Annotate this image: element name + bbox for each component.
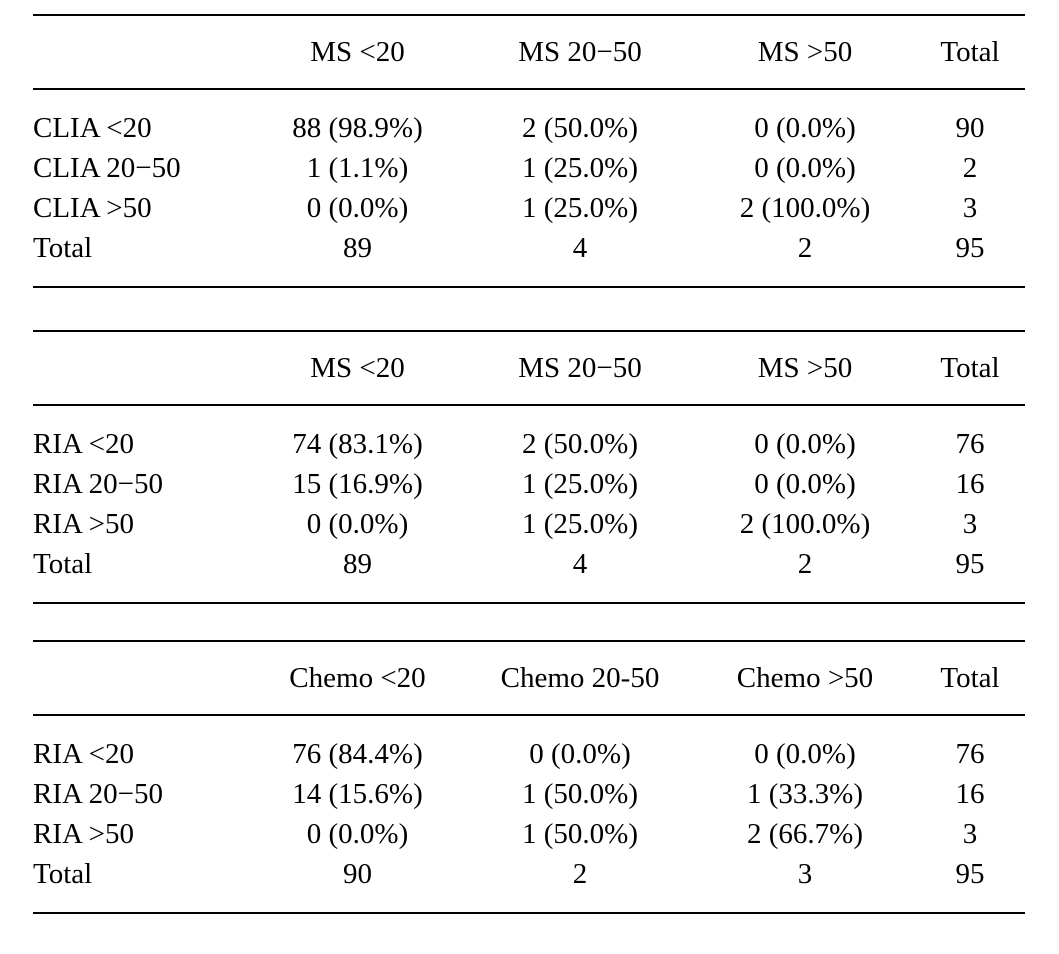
table-ria-vs-chemo: Chemo <20 Chemo 20-50 Chemo >50 Total RI… bbox=[33, 640, 1025, 914]
table-row: RIA 20−50 15 (16.9%) 1 (25.0%) 0 (0.0%) … bbox=[33, 464, 1025, 504]
cell: 0 (0.0%) bbox=[754, 427, 856, 460]
column-header-total: Total bbox=[915, 14, 1025, 90]
cell: 3 bbox=[962, 191, 978, 224]
column-header-total: Total bbox=[915, 330, 1025, 406]
cell: 74 (83.1%) bbox=[292, 427, 423, 460]
table-total-row: Total 89 4 2 95 bbox=[33, 228, 1025, 288]
cell: 1 (25.0%) bbox=[522, 467, 638, 500]
cell: 3 bbox=[695, 854, 915, 914]
row-label: RIA >50 bbox=[33, 817, 134, 850]
cell: 1 (25.0%) bbox=[522, 191, 638, 224]
cell: 89 bbox=[250, 228, 465, 288]
cell: 76 (84.4%) bbox=[292, 737, 423, 770]
cell: 2 bbox=[695, 228, 915, 288]
cell: 90 bbox=[250, 854, 465, 914]
row-label: RIA 20−50 bbox=[33, 467, 163, 500]
row-label: RIA <20 bbox=[33, 737, 134, 770]
table-row: RIA 20−50 14 (15.6%) 1 (50.0%) 1 (33.3%)… bbox=[33, 774, 1025, 814]
cell: 95 bbox=[915, 544, 1025, 604]
cell: 0 (0.0%) bbox=[754, 151, 856, 184]
table-row: CLIA <20 88 (98.9%) 2 (50.0%) 0 (0.0%) 9… bbox=[33, 89, 1025, 148]
cell: 2 bbox=[962, 151, 978, 184]
cell: 1 (25.0%) bbox=[522, 151, 638, 184]
column-header-empty bbox=[33, 330, 250, 406]
table-row: RIA <20 74 (83.1%) 2 (50.0%) 0 (0.0%) 76 bbox=[33, 405, 1025, 464]
table-row: CLIA 20−50 1 (1.1%) 1 (25.0%) 0 (0.0%) 2 bbox=[33, 148, 1025, 188]
column-header-chemo-gt50: Chemo >50 bbox=[695, 640, 915, 716]
cell: 16 bbox=[955, 467, 985, 500]
cell: 95 bbox=[915, 228, 1025, 288]
column-header-chemo-20-50: Chemo 20-50 bbox=[465, 640, 695, 716]
cell: 76 bbox=[955, 737, 985, 770]
cell: 95 bbox=[915, 854, 1025, 914]
cell: 2 (50.0%) bbox=[522, 427, 638, 460]
cell: 2 (100.0%) bbox=[739, 191, 871, 224]
cell: 1 (33.3%) bbox=[747, 777, 863, 810]
cell: 2 (50.0%) bbox=[522, 111, 638, 144]
column-header-chemo-lt20: Chemo <20 bbox=[250, 640, 465, 716]
row-label: RIA >50 bbox=[33, 507, 134, 540]
cell: 88 (98.9%) bbox=[292, 111, 423, 144]
cell: 90 bbox=[955, 111, 985, 144]
cell: 2 (100.0%) bbox=[739, 507, 871, 540]
row-label: CLIA 20−50 bbox=[33, 151, 181, 184]
cell: 0 (0.0%) bbox=[306, 817, 409, 850]
cell: 0 (0.0%) bbox=[754, 111, 856, 144]
cell: 76 bbox=[955, 427, 985, 460]
row-label: RIA 20−50 bbox=[33, 777, 163, 810]
row-label: Total bbox=[33, 544, 250, 604]
column-header-empty bbox=[33, 640, 250, 716]
cell: 4 bbox=[465, 228, 695, 288]
table-ria-vs-ms: MS <20 MS 20−50 MS >50 Total RIA <20 74 … bbox=[33, 330, 1025, 604]
paper-tables-figure: MS <20 MS 20−50 MS >50 Total CLIA <20 88… bbox=[0, 14, 1059, 914]
cell: 16 bbox=[955, 777, 985, 810]
column-header-empty bbox=[33, 14, 250, 90]
cell: 15 (16.9%) bbox=[292, 467, 423, 500]
column-header-ms-lt20: MS <20 bbox=[250, 14, 465, 90]
table-total-row: Total 90 2 3 95 bbox=[33, 854, 1025, 914]
table-total-row: Total 89 4 2 95 bbox=[33, 544, 1025, 604]
cell: 2 (66.7%) bbox=[747, 817, 863, 850]
table-row: RIA >50 0 (0.0%) 1 (25.0%) 2 (100.0%) 3 bbox=[33, 504, 1025, 544]
cell: 3 bbox=[962, 817, 978, 850]
cell: 1 (1.1%) bbox=[306, 151, 409, 184]
cell: 14 (15.6%) bbox=[292, 777, 423, 810]
column-header-ms-lt20: MS <20 bbox=[250, 330, 465, 406]
cell: 0 (0.0%) bbox=[306, 191, 409, 224]
row-label: CLIA <20 bbox=[33, 111, 152, 144]
column-header-ms-gt50: MS >50 bbox=[695, 14, 915, 90]
header-row: Chemo <20 Chemo 20-50 Chemo >50 Total bbox=[33, 640, 1025, 716]
cell: 3 bbox=[962, 507, 978, 540]
row-label: CLIA >50 bbox=[33, 191, 152, 224]
cell: 89 bbox=[250, 544, 465, 604]
cell: 0 (0.0%) bbox=[306, 507, 409, 540]
cell: 1 (50.0%) bbox=[522, 777, 638, 810]
cell: 0 (0.0%) bbox=[754, 467, 856, 500]
cell: 4 bbox=[465, 544, 695, 604]
cell: 0 (0.0%) bbox=[754, 737, 856, 770]
header-row: MS <20 MS 20−50 MS >50 Total bbox=[33, 14, 1025, 90]
cell: 1 (25.0%) bbox=[522, 507, 638, 540]
table-row: CLIA >50 0 (0.0%) 1 (25.0%) 2 (100.0%) 3 bbox=[33, 188, 1025, 228]
row-label: Total bbox=[33, 854, 250, 914]
cell: 0 (0.0%) bbox=[529, 737, 631, 770]
row-label: RIA <20 bbox=[33, 427, 134, 460]
table-row: RIA <20 76 (84.4%) 0 (0.0%) 0 (0.0%) 76 bbox=[33, 715, 1025, 774]
cell: 1 (50.0%) bbox=[522, 817, 638, 850]
table-clia-vs-ms: MS <20 MS 20−50 MS >50 Total CLIA <20 88… bbox=[33, 14, 1025, 288]
column-header-ms-20-50: MS 20−50 bbox=[465, 14, 695, 90]
column-header-ms-gt50: MS >50 bbox=[695, 330, 915, 406]
table-row: RIA >50 0 (0.0%) 1 (50.0%) 2 (66.7%) 3 bbox=[33, 814, 1025, 854]
cell: 2 bbox=[695, 544, 915, 604]
column-header-total: Total bbox=[915, 640, 1025, 716]
row-label: Total bbox=[33, 228, 250, 288]
cell: 2 bbox=[465, 854, 695, 914]
column-header-ms-20-50: MS 20−50 bbox=[465, 330, 695, 406]
header-row: MS <20 MS 20−50 MS >50 Total bbox=[33, 330, 1025, 406]
